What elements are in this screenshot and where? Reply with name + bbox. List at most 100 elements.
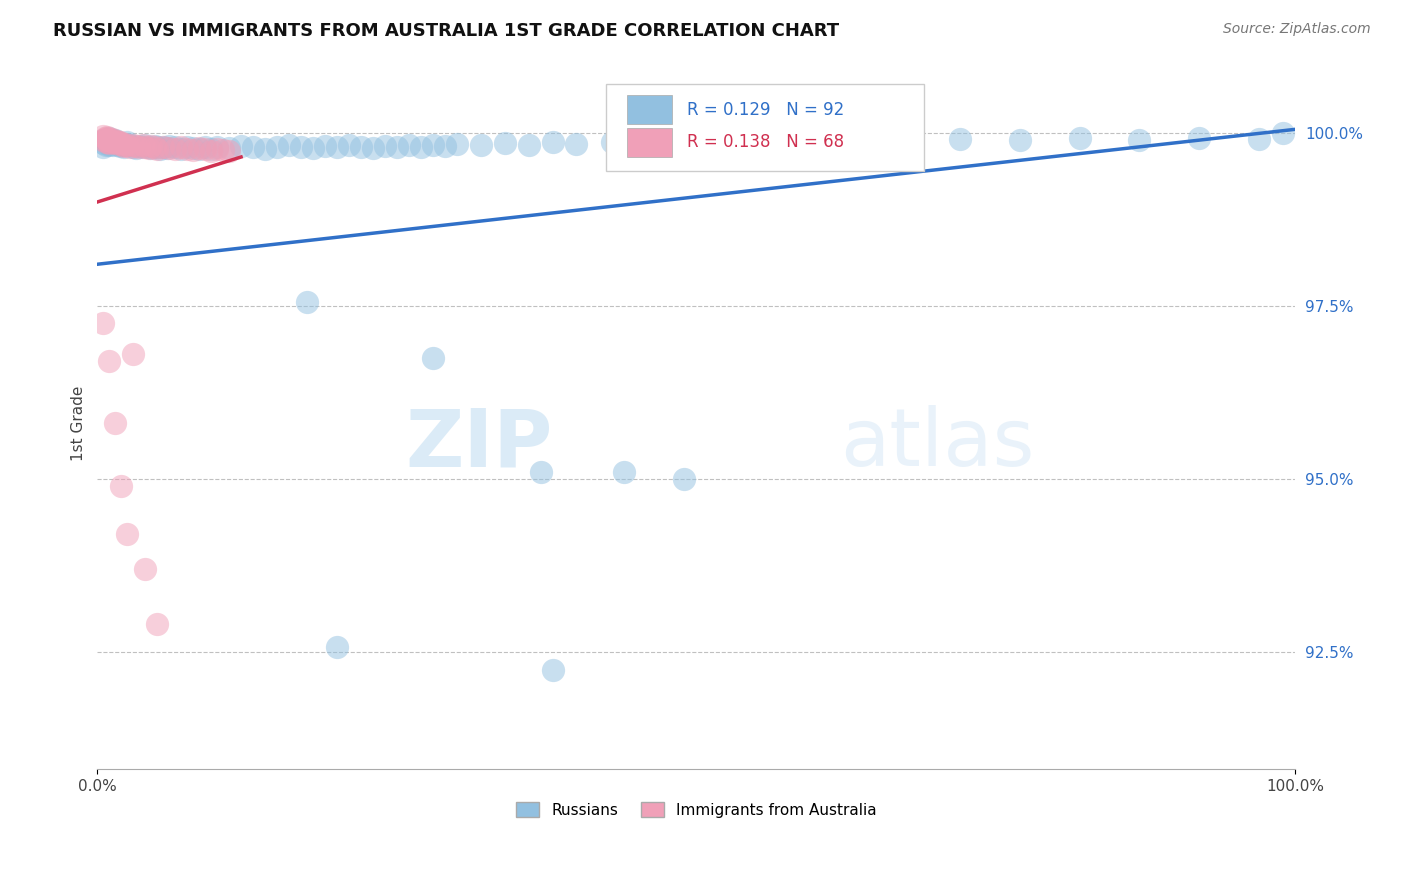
Point xyxy=(94,136,117,150)
Point xyxy=(117,136,139,151)
Point xyxy=(637,136,659,151)
Point xyxy=(409,139,432,153)
Point xyxy=(141,141,163,155)
Point xyxy=(194,140,217,154)
Point xyxy=(122,139,145,153)
Point xyxy=(111,138,134,153)
Point xyxy=(103,135,125,149)
Point xyxy=(91,129,114,144)
Point xyxy=(107,136,129,151)
Point xyxy=(143,140,166,154)
Text: atlas: atlas xyxy=(839,405,1035,483)
Point xyxy=(181,143,204,157)
Point xyxy=(278,138,301,153)
Text: RUSSIAN VS IMMIGRANTS FROM AUSTRALIA 1ST GRADE CORRELATION CHART: RUSSIAN VS IMMIGRANTS FROM AUSTRALIA 1ST… xyxy=(53,22,839,40)
Point xyxy=(541,136,564,150)
Point xyxy=(96,136,118,150)
Point xyxy=(94,134,117,148)
Point xyxy=(98,131,121,145)
Point xyxy=(613,465,636,479)
Point xyxy=(128,140,150,154)
Legend: Russians, Immigrants from Australia: Russians, Immigrants from Australia xyxy=(510,796,883,824)
Point xyxy=(565,136,588,151)
Text: R = 0.138   N = 68: R = 0.138 N = 68 xyxy=(686,134,844,152)
Point xyxy=(122,347,145,361)
Point xyxy=(110,136,132,151)
Point xyxy=(1069,131,1091,145)
Point xyxy=(146,617,169,632)
Point xyxy=(118,139,141,153)
Point xyxy=(602,135,624,149)
Point xyxy=(98,138,121,153)
Point xyxy=(107,136,129,150)
Text: Source: ZipAtlas.com: Source: ZipAtlas.com xyxy=(1223,22,1371,37)
Point xyxy=(132,138,155,153)
Point xyxy=(111,137,134,152)
Point xyxy=(100,136,122,150)
Point xyxy=(170,140,193,154)
Point xyxy=(97,136,120,151)
Point xyxy=(541,664,564,678)
Point xyxy=(91,316,114,330)
Text: R = 0.129   N = 92: R = 0.129 N = 92 xyxy=(686,101,844,119)
Point xyxy=(100,134,122,148)
Point xyxy=(949,132,972,146)
Point xyxy=(170,142,193,156)
Point xyxy=(108,139,131,153)
Point xyxy=(104,417,127,431)
Point xyxy=(91,133,114,147)
Point xyxy=(125,141,148,155)
Point xyxy=(350,139,373,153)
Point xyxy=(266,139,288,153)
Point xyxy=(110,136,132,151)
Point xyxy=(176,142,198,156)
Bar xyxy=(627,128,672,157)
Point xyxy=(122,137,145,152)
Text: ZIP: ZIP xyxy=(405,405,553,483)
Point xyxy=(205,142,228,156)
Point xyxy=(254,142,277,156)
Point xyxy=(212,143,235,157)
Point xyxy=(152,139,174,153)
Point xyxy=(101,137,124,152)
Point xyxy=(138,139,160,153)
Point xyxy=(149,142,172,156)
Point xyxy=(125,139,148,153)
Point xyxy=(141,139,163,153)
Point xyxy=(112,139,135,153)
Point xyxy=(1128,133,1150,147)
Point xyxy=(101,133,124,147)
Point xyxy=(117,138,139,153)
Point xyxy=(91,133,114,147)
Point xyxy=(96,133,118,147)
Point xyxy=(94,132,117,146)
Point xyxy=(157,141,180,155)
Point xyxy=(134,139,156,153)
Point xyxy=(108,136,131,151)
Point xyxy=(91,136,114,151)
Point xyxy=(673,134,696,148)
Point xyxy=(385,140,408,154)
Point xyxy=(165,142,187,156)
Point xyxy=(112,139,135,153)
Point xyxy=(108,137,131,152)
Point xyxy=(756,133,779,147)
Point xyxy=(118,138,141,153)
Point xyxy=(194,142,217,156)
Point xyxy=(138,141,160,155)
Point xyxy=(100,132,122,146)
Point xyxy=(103,136,125,150)
Point xyxy=(326,140,349,154)
Point xyxy=(156,141,179,155)
FancyBboxPatch shape xyxy=(606,85,924,171)
Point xyxy=(105,134,128,148)
Point xyxy=(98,136,121,151)
Point xyxy=(176,139,198,153)
Point xyxy=(152,139,174,153)
Point xyxy=(94,137,117,152)
Point xyxy=(165,140,187,154)
Point xyxy=(114,136,136,151)
Point xyxy=(97,131,120,145)
Point xyxy=(709,136,731,150)
Point xyxy=(314,139,336,153)
